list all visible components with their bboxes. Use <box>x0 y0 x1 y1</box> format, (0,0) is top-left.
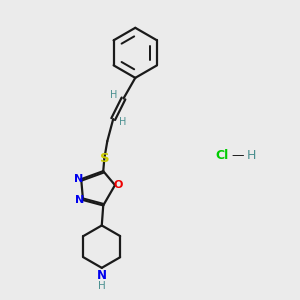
Text: S: S <box>100 152 109 165</box>
Text: H: H <box>110 90 118 100</box>
Text: H: H <box>98 281 106 291</box>
Text: N: N <box>74 174 83 184</box>
Text: H: H <box>247 149 256 162</box>
Text: Cl: Cl <box>215 149 229 162</box>
Text: N: N <box>97 269 107 282</box>
Text: N: N <box>75 195 85 205</box>
Text: H: H <box>119 117 126 127</box>
Text: O: O <box>114 180 123 190</box>
Text: —: — <box>232 149 244 162</box>
